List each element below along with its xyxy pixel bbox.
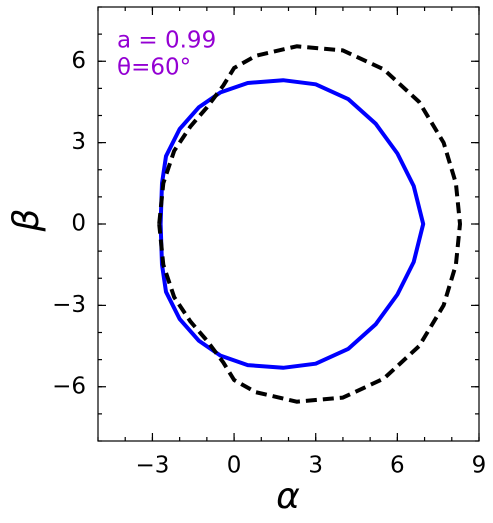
x-tick-label: 3 xyxy=(308,453,323,479)
y-tick-label: 0 xyxy=(71,211,86,237)
curve xyxy=(158,78,426,370)
annotation: a = 0.99 xyxy=(117,28,216,54)
y-axis-label: β xyxy=(6,209,47,233)
x-tick-label: 0 xyxy=(227,453,242,479)
x-axis-label: α xyxy=(276,476,300,517)
y-tick-label: 6 xyxy=(71,48,86,74)
x-tick-label: −3 xyxy=(135,453,169,479)
x-tick-label: 9 xyxy=(472,453,487,479)
annotation: θ=60° xyxy=(117,55,191,81)
y-tick-label: 3 xyxy=(71,129,86,155)
curve xyxy=(157,44,462,404)
y-tick-label: −3 xyxy=(52,292,86,318)
y-tick-label: −6 xyxy=(52,373,86,399)
x-tick-label: 6 xyxy=(390,453,405,479)
